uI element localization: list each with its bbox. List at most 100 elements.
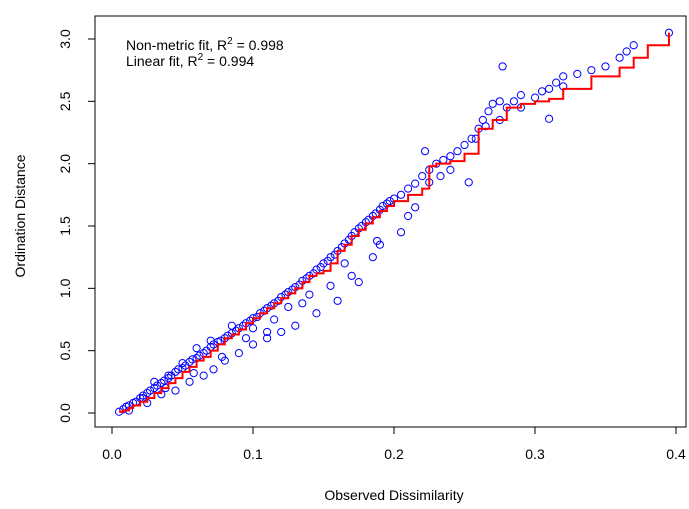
y-tick-label: 2.0 <box>57 154 73 174</box>
data-point <box>354 278 363 287</box>
data-point <box>216 336 225 345</box>
data-point <box>340 259 349 268</box>
nonmetric-fit-prefix: Non-metric fit, R <box>126 37 227 53</box>
y-axis: 0.0 0.5 1.0 1.5 2.0 2.5 3.0 <box>57 29 96 423</box>
data-point <box>368 253 377 262</box>
data-point <box>178 359 187 368</box>
data-point <box>171 386 180 395</box>
data-point <box>411 179 420 188</box>
data-point <box>545 114 554 123</box>
nonmetric-fit-line <box>119 32 670 413</box>
data-point <box>587 66 596 75</box>
data-point <box>195 351 204 360</box>
data-point <box>439 155 448 165</box>
data-point <box>467 134 476 143</box>
data-point <box>305 290 314 299</box>
data-point <box>164 371 173 380</box>
data-point <box>498 62 507 71</box>
data-point <box>347 271 356 280</box>
data-point <box>143 388 152 398</box>
data-point <box>185 377 194 386</box>
data-point <box>248 324 258 333</box>
data-point <box>138 391 148 400</box>
y-tick-label: 0.0 <box>57 403 73 423</box>
data-point <box>404 184 413 193</box>
data-point <box>131 397 141 406</box>
data-point <box>559 72 568 81</box>
y-tick-label: 3.0 <box>57 29 73 49</box>
data-point <box>206 336 215 345</box>
data-point <box>241 334 251 343</box>
data-point <box>227 321 236 330</box>
data-point <box>484 107 493 116</box>
data-point <box>436 172 445 181</box>
data-point <box>217 352 227 361</box>
y-axis-title: Ordination Distance <box>12 154 28 277</box>
data-point <box>396 190 406 199</box>
data-point <box>270 315 279 324</box>
data-point <box>119 405 128 414</box>
y-tick-label: 2.5 <box>57 91 73 111</box>
data-point <box>418 172 427 181</box>
data-point <box>601 62 610 71</box>
data-point <box>453 147 462 156</box>
data-point <box>446 152 455 161</box>
data-point <box>171 367 180 376</box>
data-point <box>312 309 321 318</box>
data-point <box>263 334 272 343</box>
nonmetric-fit-value: = 0.998 <box>233 37 284 53</box>
x-tick-label: 0.0 <box>102 446 122 462</box>
data-point <box>188 355 197 364</box>
nonmetric-fit-sup: 2 <box>227 36 233 47</box>
data-point <box>189 369 198 378</box>
data-point <box>277 327 286 337</box>
data-point <box>326 281 335 290</box>
data-point <box>150 383 159 393</box>
data-point <box>464 178 473 187</box>
linear-fit-prefix: Linear fit, R <box>126 53 198 69</box>
data-point <box>263 327 272 337</box>
data-point <box>622 47 631 56</box>
nonmetric-fit-label: Non-metric fit, R2 = 0.998 <box>126 36 284 53</box>
data-point <box>298 299 307 308</box>
data-point <box>545 84 554 93</box>
data-point <box>209 365 218 374</box>
x-tick-label: 0.2 <box>384 446 404 462</box>
x-tick-label: 0.1 <box>243 446 263 462</box>
data-point <box>404 211 413 221</box>
data-point <box>530 93 540 102</box>
data-point <box>284 302 293 312</box>
data-point <box>537 87 547 96</box>
data-point <box>552 78 561 87</box>
data-point <box>164 373 173 383</box>
data-point <box>234 349 243 358</box>
fit-statistics: Non-metric fit, R2 = 0.998 Linear fit, R… <box>126 36 284 69</box>
y-tick-label: 1.0 <box>57 278 73 298</box>
data-point <box>291 321 300 330</box>
x-tick-label: 0.3 <box>525 446 545 462</box>
data-point <box>446 165 455 174</box>
x-axis-title: Observed Dissimilarity <box>324 487 463 503</box>
data-point <box>411 203 420 212</box>
data-point <box>420 147 430 156</box>
x-tick-label: 0.4 <box>666 446 686 462</box>
y-tick-label: 0.5 <box>57 341 73 361</box>
data-point <box>372 236 382 246</box>
data-point <box>615 53 624 62</box>
linear-fit-value: = 0.994 <box>203 53 254 69</box>
data-point <box>509 97 518 106</box>
data-point <box>629 41 638 50</box>
data-point <box>319 259 328 268</box>
data-point <box>481 122 490 131</box>
points-layer <box>114 28 674 416</box>
linear-fit-sup: 2 <box>198 52 204 63</box>
data-point <box>516 91 526 100</box>
data-point <box>326 253 335 262</box>
data-point <box>248 340 258 349</box>
data-point <box>460 140 469 150</box>
y-tick-label: 1.5 <box>57 216 73 236</box>
data-point <box>333 296 342 305</box>
data-point <box>199 371 208 380</box>
data-point <box>192 344 201 353</box>
